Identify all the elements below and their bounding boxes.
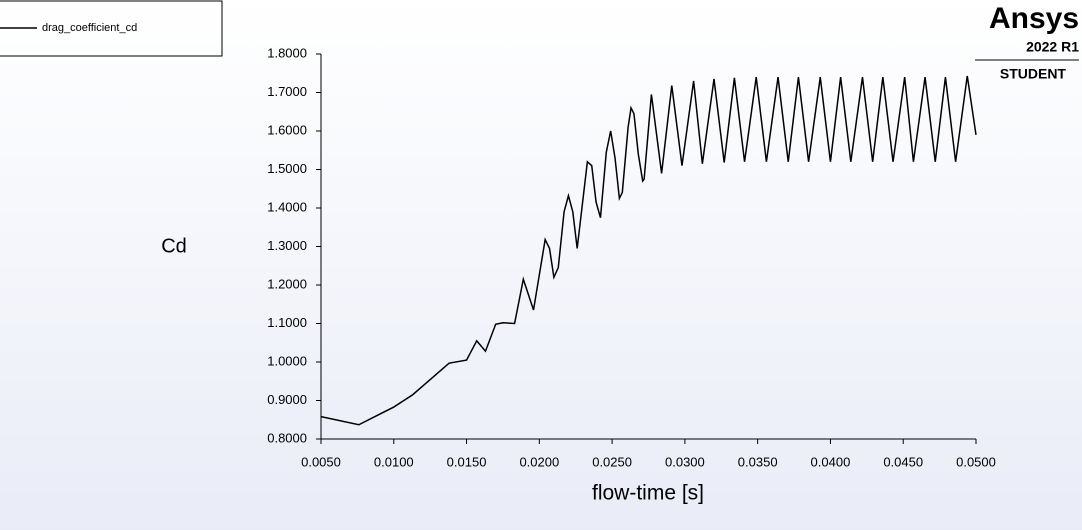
y-tick-label: 1.4000 <box>267 199 307 214</box>
x-tick-label: 0.0300 <box>665 454 705 469</box>
logo-version: 2022 R1 <box>1026 39 1079 55</box>
x-tick-label: 0.0400 <box>811 454 851 469</box>
data-line <box>320 75 977 426</box>
x-tick-label: 0.0500 <box>956 454 996 469</box>
x-tick-label: 0.0100 <box>374 454 414 469</box>
x-tick-label: 0.0350 <box>738 454 778 469</box>
x-tick-label: 0.0050 <box>301 454 341 469</box>
x-axis-label: flow-time [s] <box>592 482 704 505</box>
y-tick-label: 1.3000 <box>267 238 307 253</box>
y-tick-label: 1.0000 <box>267 353 307 368</box>
x-tick-label: 0.0150 <box>447 454 487 469</box>
y-tick-label: 0.9000 <box>267 392 307 407</box>
logo-edition: STUDENT <box>1000 66 1067 82</box>
y-tick-label: 0.8000 <box>267 430 307 445</box>
x-tick-label: 0.0450 <box>883 454 923 469</box>
y-tick-label: 1.2000 <box>267 276 307 291</box>
y-tick-label: 1.1000 <box>267 315 307 330</box>
y-tick-label: 1.7000 <box>267 84 307 99</box>
logo-brand: Ansys <box>989 2 1079 35</box>
y-tick-label: 1.6000 <box>267 122 307 137</box>
y-tick-label: 1.5000 <box>267 161 307 176</box>
legend-label: drag_coefficient_cd <box>42 22 137 34</box>
y-tick-label: 1.8000 <box>267 45 307 60</box>
x-tick-label: 0.0200 <box>519 454 559 469</box>
legend-box <box>0 0 223 57</box>
y-axis-label: Cd <box>161 235 187 257</box>
x-tick-label: 0.0250 <box>592 454 632 469</box>
